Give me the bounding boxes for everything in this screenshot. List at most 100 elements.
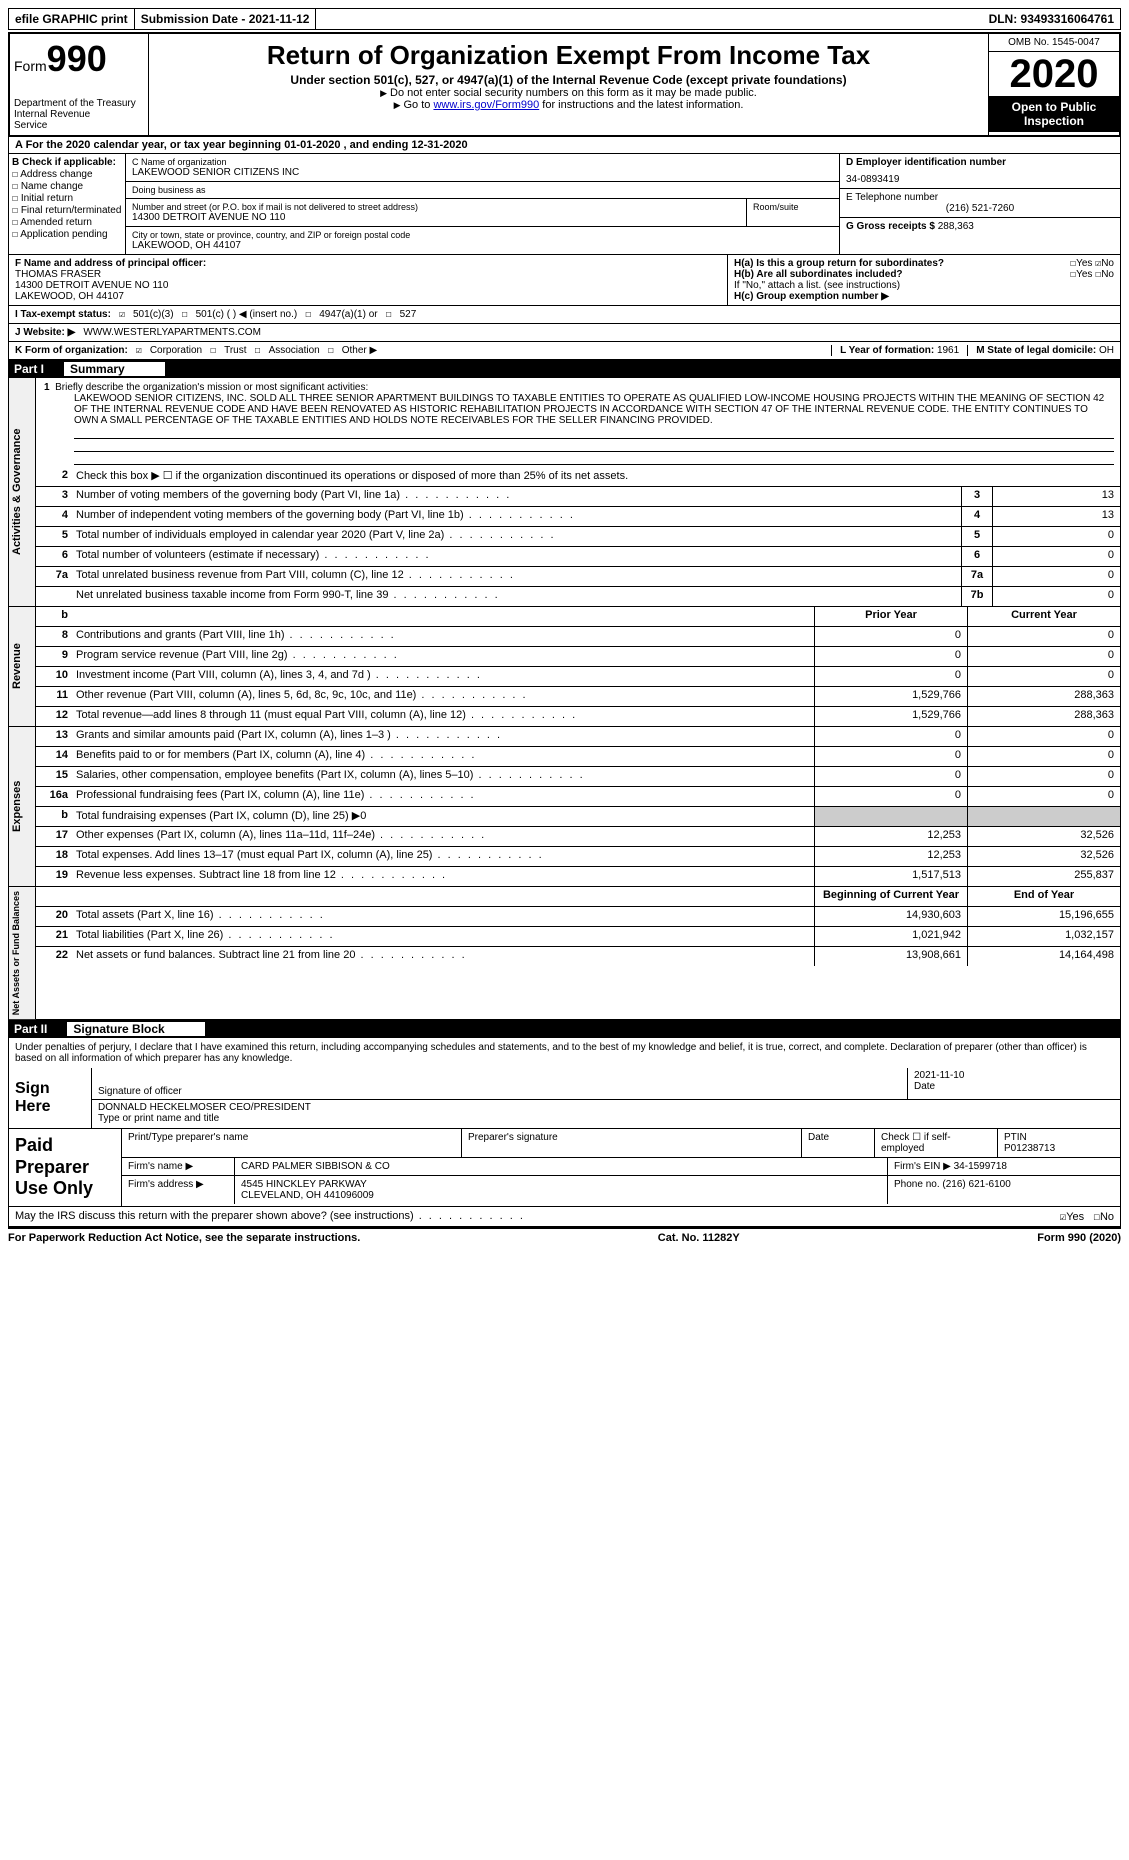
gov-line-8: Net unrelated business taxable income fr… (36, 587, 1120, 606)
cb-amended-return[interactable]: ☐ Amended return (12, 217, 122, 228)
paperwork-notice: For Paperwork Reduction Act Notice, see … (8, 1232, 360, 1244)
revenue-block: Revenue b Prior Year Current Year 8Contr… (8, 607, 1121, 727)
open-to-public: Open to Public Inspection (989, 96, 1119, 132)
governance-block: Activities & Governance 1 Briefly descri… (8, 378, 1121, 607)
submission-date: Submission Date - 2021-11-12 (135, 9, 317, 29)
gov-line-7: 7aTotal unrelated business revenue from … (36, 567, 1120, 587)
part-ii-header: Part II Signature Block (8, 1020, 1121, 1038)
firm-ein: 34-1599718 (954, 1161, 1007, 1172)
rev-line-11: 11Other revenue (Part VIII, column (A), … (36, 687, 1120, 707)
header-right: OMB No. 1545-0047 2020 Open to Public In… (988, 34, 1119, 135)
exp-line-b: bTotal fundraising expenses (Part IX, co… (36, 807, 1120, 827)
gross-receipts-cell: G Gross receipts $ 288,363 (840, 218, 1120, 235)
rev-line-8: 8Contributions and grants (Part VIII, li… (36, 627, 1120, 647)
top-bar: efile GRAPHIC print Submission Date - 20… (8, 8, 1121, 30)
exp-line-14: 14Benefits paid to or for members (Part … (36, 747, 1120, 767)
strip-expenses: Expenses (9, 727, 36, 886)
website: WWW.WESTERLYAPARTMENTS.COM (83, 327, 261, 338)
address-row: Number and street (or P.O. box if mail i… (126, 199, 839, 227)
net-line-22: 22Net assets or fund balances. Subtract … (36, 947, 1120, 966)
net-line-21: 21Total liabilities (Part X, line 26)1,0… (36, 927, 1120, 947)
expenses-block: Expenses 13Grants and similar amounts pa… (8, 727, 1121, 887)
gov-line-2: 2Check this box ▶ ☐ if the organization … (36, 467, 1120, 487)
state-domicile: OH (1099, 345, 1114, 356)
form-title: Return of Organization Exempt From Incom… (159, 40, 978, 71)
city-cell: City or town, state or province, country… (126, 227, 839, 254)
group-return: H(a) Is this a group return for subordin… (728, 255, 1120, 305)
strip-governance: Activities & Governance (9, 378, 36, 606)
exp-line-13: 13Grants and similar amounts paid (Part … (36, 727, 1120, 747)
form-subtitle: Under section 501(c), 527, or 4947(a)(1)… (159, 73, 978, 87)
netassets-block: Net Assets or Fund Balances Beginning of… (8, 887, 1121, 1020)
perjury-statement: Under penalties of perjury, I declare th… (9, 1038, 1120, 1068)
year-formation: 1961 (937, 345, 959, 356)
section-a: A For the 2020 calendar year, or tax yea… (8, 137, 1121, 154)
org-name-cell: C Name of organization LAKEWOOD SENIOR C… (126, 154, 839, 182)
opt-501c[interactable]: 501(c) ( ) ◀ (insert no.) (196, 309, 298, 320)
opt-4947[interactable]: 4947(a)(1) or (319, 309, 377, 320)
cb-address-change[interactable]: ☐ Address change (12, 169, 122, 180)
firm-phone: (216) 621-6100 (942, 1179, 1010, 1190)
form-number: 990 (47, 38, 107, 79)
omb-number: OMB No. 1545-0047 (989, 34, 1119, 52)
cb-initial-return[interactable]: ☐ Initial return (12, 193, 122, 204)
gov-line-5: 5Total number of individuals employed in… (36, 527, 1120, 547)
header-left: Form990 Department of the Treasury Inter… (10, 34, 149, 135)
form-word: Form (14, 58, 47, 74)
strip-revenue: Revenue (9, 607, 36, 726)
signature-block: Under penalties of perjury, I declare th… (8, 1038, 1121, 1129)
row-f-h: F Name and address of principal officer:… (8, 255, 1121, 306)
net-line-20: 20Total assets (Part X, line 16)14,930,6… (36, 907, 1120, 927)
dept-treasury: Department of the Treasury Internal Reve… (14, 98, 144, 131)
rev-line-9: 9Program service revenue (Part VIII, lin… (36, 647, 1120, 667)
mission-section: 1 Briefly describe the organization's mi… (36, 378, 1120, 467)
phone: (216) 521-7260 (846, 203, 1114, 214)
gov-line-4: 4Number of independent voting members of… (36, 507, 1120, 527)
ein: 34-0893419 (846, 174, 1114, 185)
cat-no: Cat. No. 11282Y (658, 1232, 740, 1244)
exp-line-19: 19Revenue less expenses. Subtract line 1… (36, 867, 1120, 886)
cb-final-return[interactable]: ☐ Final return/terminated (12, 205, 122, 216)
gross-receipts: 288,363 (938, 221, 974, 232)
paid-preparer-block: Paid Preparer Use Only Print/Type prepar… (8, 1129, 1121, 1207)
officer-name: THOMAS FRASER (15, 269, 101, 280)
opt-527[interactable]: 527 (400, 309, 417, 320)
tax-year: 2020 (989, 52, 1119, 96)
page-footer: For Paperwork Reduction Act Notice, see … (8, 1227, 1121, 1247)
principal-officer: F Name and address of principal officer:… (9, 255, 728, 305)
row-j-website: J Website: ▶ WWW.WESTERLYAPARTMENTS.COM (8, 324, 1121, 342)
opt-501c3[interactable]: 501(c)(3) (133, 309, 174, 320)
header-center: Return of Organization Exempt From Incom… (149, 34, 988, 135)
paid-preparer-label: Paid Preparer Use Only (9, 1129, 122, 1206)
irs-link[interactable]: www.irs.gov/Form990 (433, 99, 539, 111)
cb-application-pending[interactable]: ☐ Application pending (12, 229, 122, 240)
exp-line-15: 15Salaries, other compensation, employee… (36, 767, 1120, 787)
row-i-tax-status: I Tax-exempt status: ☑ 501(c)(3) ☐ 501(c… (8, 306, 1121, 324)
exp-line-16a: 16aProfessional fundraising fees (Part I… (36, 787, 1120, 807)
part-i-header: Part I Summary (8, 360, 1121, 378)
sign-here-label: Sign Here (9, 1068, 92, 1128)
gov-line-6: 6Total number of volunteers (estimate if… (36, 547, 1120, 567)
cb-name-change[interactable]: ☐ Name change (12, 181, 122, 192)
form-header: Form990 Department of the Treasury Inter… (8, 32, 1121, 137)
phone-cell: E Telephone number (216) 521-7260 (840, 189, 1120, 218)
revenue-header-row: b Prior Year Current Year (36, 607, 1120, 627)
prep-row-2: Firm's name ▶ CARD PALMER SIBBISON & CO … (122, 1158, 1120, 1176)
rev-line-10: 10Investment income (Part VIII, column (… (36, 667, 1120, 687)
form-ref: Form 990 (2020) (1037, 1232, 1121, 1244)
room-suite-label: Room/suite (753, 202, 833, 212)
goto-note: Go to www.irs.gov/Form990 for instructio… (159, 99, 978, 111)
street-address: 14300 DETROIT AVENUE NO 110 (132, 212, 740, 223)
ssn-note: Do not enter social security numbers on … (159, 87, 978, 99)
discuss-row: May the IRS discuss this return with the… (8, 1207, 1121, 1227)
ptin: P01238713 (1004, 1143, 1055, 1154)
org-info-grid: B Check if applicable: ☐ Address change … (8, 154, 1121, 255)
prep-row-1: Print/Type preparer's name Preparer's si… (122, 1129, 1120, 1158)
netassets-header-row: Beginning of Current Year End of Year (36, 887, 1120, 907)
prep-row-3: Firm's address ▶ 4545 HINCKLEY PARKWAYCL… (122, 1176, 1120, 1204)
exp-line-18: 18Total expenses. Add lines 13–17 (must … (36, 847, 1120, 867)
strip-netassets: Net Assets or Fund Balances (9, 887, 36, 1019)
ein-cell: D Employer identification number 34-0893… (840, 154, 1120, 189)
col-d: D Employer identification number 34-0893… (839, 154, 1120, 254)
row-k-form-org: K Form of organization: ☑ Corporation ☐ … (8, 342, 1121, 360)
